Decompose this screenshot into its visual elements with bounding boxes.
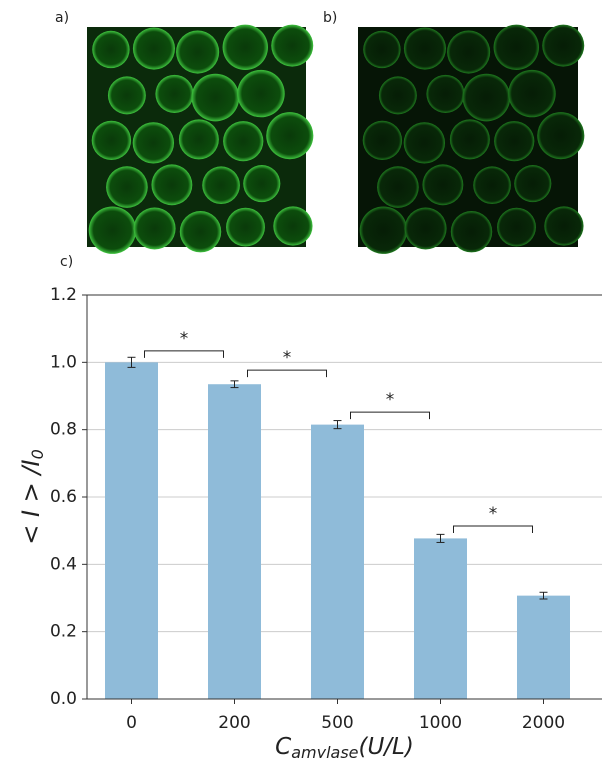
significance-star: * [386,390,395,410]
cell [473,166,511,205]
cell [155,74,194,113]
bar [414,538,467,699]
cell [378,76,417,115]
significance-bracket [453,525,533,533]
cell [426,74,465,113]
cell [462,73,511,122]
cell [223,121,264,162]
cell [449,119,490,160]
y-label-main: < I > /I [17,459,45,544]
cell [273,206,313,246]
x-tick-label: 1000 [419,713,462,733]
cell [450,211,493,253]
cell [266,112,314,160]
cell [359,206,408,254]
cell [497,207,536,247]
panel-label: a) [55,10,69,26]
cell [377,166,419,208]
cell [106,166,148,208]
cell [544,206,584,246]
significance-bracket [144,350,224,358]
panel-label: b) [323,10,337,26]
panel-label: c) [60,254,73,270]
cell [222,24,268,70]
y-tick-label: 0.8 [50,420,77,440]
cell [494,121,535,162]
cell [132,27,175,70]
cell [403,27,446,70]
cell [493,24,539,70]
significance-bracket [350,411,430,420]
bar [517,595,570,699]
cell [508,69,556,118]
y-tick-label: 1.0 [50,352,77,372]
x-tick-label: 0 [126,713,137,733]
y-tick-label: 0.6 [50,487,77,507]
cell [271,24,314,67]
x-tick-label: 200 [218,713,250,733]
cell [537,112,585,160]
cell [363,30,401,69]
x-label-main: C [275,734,291,758]
cell [404,207,447,250]
cell [179,211,222,253]
cell [542,24,585,67]
significance-star: * [283,348,292,368]
y-tick-label: 0.2 [50,622,77,642]
x-label-sub: amylase [291,743,358,758]
cell [362,120,403,161]
bar [208,384,261,699]
cell [178,119,219,160]
cell [191,73,240,122]
cell [243,165,281,203]
bar [311,424,364,699]
micrograph [358,24,585,254]
cell [133,207,176,250]
y-axis-label: < I > /I0 [17,449,47,545]
x-axis-label: Camylase(U/L) [275,734,414,758]
cell [202,166,240,205]
cell [107,76,146,115]
y-tick-label: 0.4 [50,554,77,574]
cell [237,69,285,118]
cell [422,164,464,206]
cell [132,122,175,164]
cell [88,206,137,254]
cell [151,164,193,206]
cell [92,30,130,69]
micrograph [87,24,314,254]
cell [91,120,132,161]
x-label-tail: (U/L) [359,734,414,758]
y-tick-label: 1.2 [50,285,77,305]
y-label-sub: 0 [28,449,47,459]
x-tick-label: 500 [321,713,353,733]
cell [403,122,446,164]
significance-bracket [247,369,327,378]
cell [176,30,220,74]
significance-star: * [180,329,189,349]
y-tick-label: 0.0 [50,689,77,709]
x-tick-label: 2000 [522,713,565,733]
cell [447,30,491,74]
cell [226,207,265,247]
significance-star: * [489,504,498,524]
cell [514,165,552,203]
bar [105,362,158,699]
